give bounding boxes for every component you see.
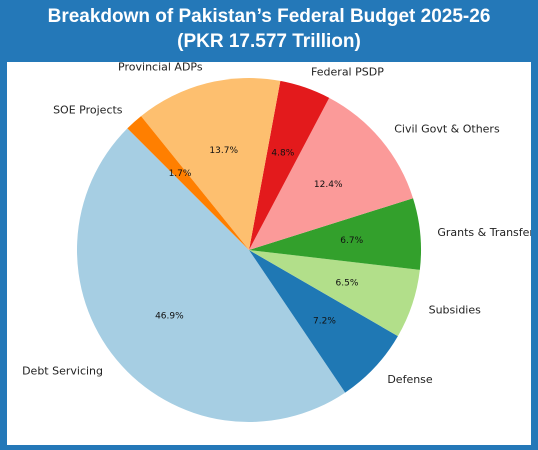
pie-percent-label-provincial-adps: 13.7% bbox=[209, 146, 238, 156]
pie-slice-grants-and-transfers bbox=[249, 198, 421, 270]
pie-percent-label-soe-projects: 1.7% bbox=[169, 169, 192, 179]
pie-category-label-federal-psdp: Federal PSDP bbox=[311, 65, 384, 78]
pie-category-label-debt-servicing: Debt Servicing bbox=[22, 364, 103, 377]
pie-category-label-civil-govt-and-others: Civil Govt & Others bbox=[394, 123, 500, 136]
chart-panel: 46.9% Debt Servicing 7.2% Defense 6.5% Subsid… bbox=[7, 62, 531, 445]
pie-category-label-provincial-adps: Provincial ADPs bbox=[118, 62, 203, 74]
chart-title: Breakdown of Pakistan’s Federal Budget 2… bbox=[47, 6, 491, 27]
pie-category-label-grants-and-transfers: Grants & Transfers bbox=[437, 226, 531, 239]
pie-category-label-defense: Defense bbox=[387, 373, 433, 386]
pie-percent-label-civil-govt-and-others: 12.4% bbox=[314, 180, 343, 190]
pie-category-label-soe-projects: SOE Projects bbox=[53, 103, 123, 116]
pie-slice-civil-govt-and-others bbox=[249, 97, 414, 250]
pie-slice-defense bbox=[249, 250, 398, 393]
pie-slice-debt-servicing bbox=[76, 128, 346, 423]
pie-slice-provincial-adps bbox=[141, 78, 281, 250]
pie-slice-soe-projects bbox=[127, 116, 249, 250]
pie-percent-label-defense: 7.2% bbox=[313, 316, 336, 326]
chart-header: Breakdown of Pakistan’s Federal Budget 2… bbox=[0, 0, 538, 60]
pie-percent-label-federal-psdp: 4.8% bbox=[271, 149, 294, 159]
pie-slice-subsidies bbox=[249, 250, 420, 337]
pie-category-label-subsidies: Subsidies bbox=[429, 304, 482, 317]
pie-percent-label-grants-and-transfers: 6.7% bbox=[340, 236, 363, 246]
pie-chart: 46.9% Debt Servicing 7.2% Defense 6.5% Subsid… bbox=[22, 62, 531, 423]
pie-percent-label-subsidies: 6.5% bbox=[336, 278, 359, 288]
pie-percent-label-debt-servicing: 46.9% bbox=[155, 312, 184, 322]
chart-subtitle: (PKR 17.577 Trillion) bbox=[177, 31, 361, 52]
pie-slice-federal-psdp bbox=[249, 80, 330, 251]
